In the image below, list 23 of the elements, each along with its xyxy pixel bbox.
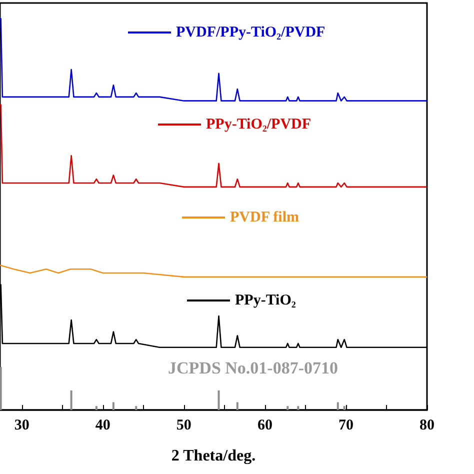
- bar: [135, 406, 138, 410]
- bar: [336, 402, 339, 410]
- legend-label: PVDF/PPy-TiO₂/PVDF: [176, 24, 326, 40]
- bar: [112, 402, 114, 410]
- x-axis-title: 2 Theta/deg.: [171, 448, 256, 464]
- bar: [218, 390, 220, 410]
- bar: [343, 406, 346, 410]
- bar: [297, 406, 300, 410]
- bar: [0, 366, 2, 410]
- legend-label: PPy-TiO₂/PVDF: [206, 116, 312, 132]
- legend-label: PVDF film: [230, 210, 300, 226]
- bar: [236, 402, 238, 410]
- x-tick-label: 30: [14, 418, 30, 434]
- annotation: JCPDS No.01-087-0710: [168, 358, 338, 378]
- x-tick-label: 50: [176, 418, 192, 434]
- x-tick-label: 60: [257, 418, 272, 434]
- x-tick-label: 70: [338, 418, 354, 434]
- x-tick-label: 40: [95, 418, 110, 434]
- bar: [95, 406, 98, 410]
- bar: [286, 406, 289, 410]
- x-tick-label: 80: [420, 418, 434, 434]
- legend-label: PPy-TiO₂: [235, 292, 296, 308]
- bar: [70, 390, 72, 410]
